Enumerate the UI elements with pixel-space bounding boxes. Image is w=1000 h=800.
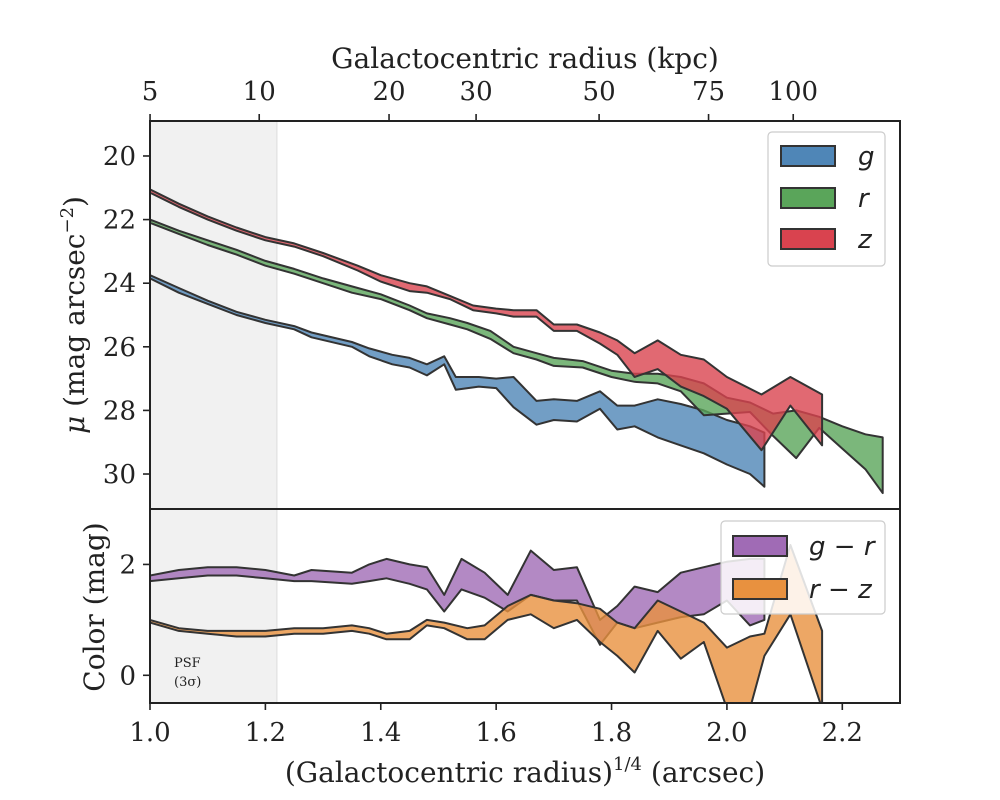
top-x-tick-label: 50 bbox=[583, 77, 616, 107]
bottom-y-axis: 02 bbox=[119, 550, 150, 691]
legend-label-g-minus-r: g − r bbox=[809, 532, 877, 562]
bottom-panel: 02 1.0 1.2 1.4 1.6 1.8 2.0 2.2 PSF (3σ) Color … bbox=[78, 508, 901, 789]
legend-swatch-z bbox=[780, 228, 836, 250]
legend-swatch-g bbox=[780, 145, 836, 167]
top-y-tick-label: 22 bbox=[103, 206, 136, 236]
bottom-x-axis: 1.0 1.2 1.4 1.6 1.8 2.0 2.2 bbox=[129, 703, 863, 748]
bottom-x-tick-label: 1.6 bbox=[475, 718, 516, 748]
legend-swatch-r bbox=[780, 187, 836, 209]
band-g bbox=[150, 274, 766, 488]
top-x-axis-title: Galactocentric radius (kpc) bbox=[331, 42, 719, 75]
top-y-axis: 20 22 24 26 28 30 bbox=[103, 142, 150, 490]
top-x-tick-label: 30 bbox=[460, 77, 493, 107]
band-z bbox=[150, 188, 824, 452]
bottom-y-tick-label: 2 bbox=[119, 550, 136, 580]
top-x-tick-label: 75 bbox=[692, 77, 725, 107]
y-axis-title-unit: (mag arcsec bbox=[58, 234, 91, 416]
legend-label-g: g bbox=[858, 142, 875, 172]
y-axis-title-exponent: −2 bbox=[57, 207, 78, 234]
bottom-y-tick-label: 0 bbox=[119, 661, 136, 691]
top-y-axis-title: μ (mag arcsec−2) bbox=[57, 196, 91, 434]
top-legend: g r z bbox=[767, 131, 886, 267]
legend-label-r-minus-z: r − z bbox=[809, 575, 873, 605]
top-x-tick-label: 5 bbox=[142, 77, 159, 107]
bottom-x-tick-label: 1.0 bbox=[129, 718, 170, 748]
top-x-axis: 5 10 20 30 50 75 100 bbox=[142, 77, 818, 121]
psf-annotation-line1: PSF bbox=[174, 656, 201, 671]
top-bands bbox=[150, 188, 884, 495]
top-y-tick-label: 24 bbox=[103, 269, 136, 299]
bottom-plot-frame bbox=[149, 508, 901, 704]
top-psf-shading bbox=[150, 121, 277, 509]
bottom-psf-shading bbox=[150, 509, 277, 703]
top-y-tick-label: 26 bbox=[103, 333, 136, 363]
bottom-x-tick-label: 1.8 bbox=[591, 718, 632, 748]
top-y-tick-label: 20 bbox=[103, 142, 136, 172]
band-r-minus-z bbox=[150, 544, 824, 703]
legend-label-r: r bbox=[858, 184, 871, 214]
legend-swatch-g-minus-r bbox=[732, 535, 788, 557]
top-x-tick-label: 100 bbox=[768, 77, 818, 107]
top-y-tick-label: 28 bbox=[103, 396, 136, 426]
bottom-x-tick-label: 2.0 bbox=[706, 718, 747, 748]
y-axis-title-close: ) bbox=[58, 196, 91, 207]
x-axis-title-main: (Galactocentric radius) bbox=[285, 756, 613, 789]
x-axis-title-unit: (arcsec) bbox=[642, 756, 765, 789]
bottom-x-tick-label: 1.4 bbox=[360, 718, 401, 748]
band-r bbox=[150, 218, 884, 495]
bottom-x-tick-label: 2.2 bbox=[822, 718, 863, 748]
top-x-tick-label: 20 bbox=[372, 77, 405, 107]
x-axis-title-exponent: 1/4 bbox=[613, 754, 642, 775]
bottom-x-tick-label: 1.2 bbox=[245, 718, 286, 748]
legend-swatch-r-minus-z bbox=[732, 578, 788, 600]
bottom-bands bbox=[150, 544, 824, 703]
psf-annotation-line2: (3σ) bbox=[174, 675, 201, 690]
bottom-x-axis-title: (Galactocentric radius)1/4 (arcsec) bbox=[285, 754, 765, 789]
top-x-tick-label: 10 bbox=[243, 77, 276, 107]
top-y-tick-label: 30 bbox=[103, 460, 136, 490]
y-axis-title-symbol: μ bbox=[58, 416, 91, 434]
bottom-y-axis-title: Color (mag) bbox=[78, 522, 111, 691]
legend-label-z: z bbox=[857, 225, 873, 255]
bottom-legend: g − r r − z bbox=[720, 520, 886, 615]
top-panel: 20 22 24 26 28 30 5 10 20 30 50 75 100 Galactocentr… bbox=[57, 42, 901, 510]
